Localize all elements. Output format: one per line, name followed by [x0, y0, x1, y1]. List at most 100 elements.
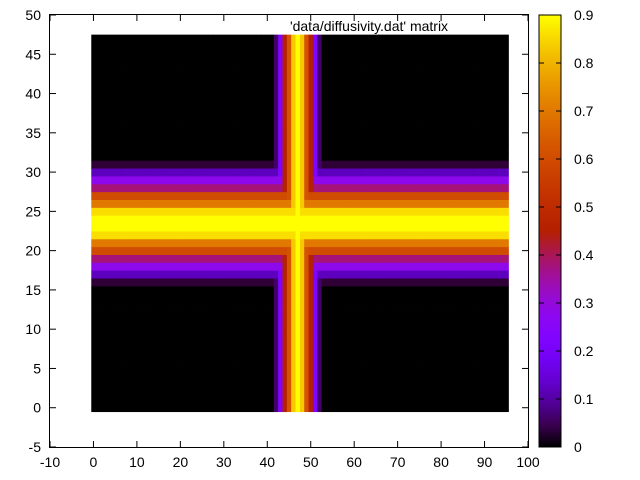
heatmap-cell	[282, 293, 288, 303]
heatmap-cell	[430, 152, 435, 161]
heatmap-cell	[334, 34, 340, 43]
heatmap-cell	[121, 97, 127, 106]
heatmap-cell	[404, 215, 409, 224]
heatmap-cell	[178, 168, 183, 177]
heatmap-cell	[265, 113, 270, 122]
heatmap-cell	[134, 348, 140, 358]
heatmap-cell	[169, 246, 175, 255]
heatmap-cell	[217, 105, 223, 114]
heatmap-cell	[212, 144, 218, 153]
heatmap-cell	[330, 191, 336, 200]
heatmap-cell	[343, 262, 349, 271]
heatmap-cell	[247, 58, 253, 67]
heatmap-cell	[334, 97, 340, 106]
heatmap-cell	[417, 136, 422, 145]
heatmap-cell	[382, 152, 388, 161]
heatmap-cell	[234, 285, 240, 295]
heatmap-cell	[256, 168, 262, 177]
heatmap-cell	[464, 199, 470, 208]
heatmap-cell	[382, 301, 388, 310]
heatmap-cell	[451, 246, 457, 255]
heatmap-cell	[382, 105, 388, 114]
heatmap-cell	[495, 380, 501, 389]
heatmap-cell	[152, 356, 157, 365]
heatmap-cell	[134, 81, 140, 91]
heatmap-cell	[182, 168, 188, 177]
heatmap-cell	[404, 380, 409, 389]
heatmap-cell	[173, 285, 179, 295]
heatmap-cell	[139, 262, 144, 271]
heatmap-cell	[113, 215, 118, 224]
heatmap-cell	[186, 66, 192, 75]
heatmap-cell	[104, 207, 110, 216]
heatmap-cell	[334, 144, 340, 153]
heatmap-cell	[156, 356, 162, 365]
heatmap-cell	[130, 388, 136, 397]
heatmap-cell	[121, 207, 127, 216]
heatmap-cell	[486, 246, 492, 255]
heatmap-cell	[334, 160, 340, 169]
heatmap-cell	[312, 66, 318, 75]
heatmap-cell	[291, 238, 296, 248]
heatmap-cell	[291, 176, 296, 185]
heatmap-cell	[117, 403, 123, 413]
heatmap-cell	[165, 388, 170, 397]
heatmap-cell	[425, 223, 431, 232]
heatmap-cell	[121, 348, 127, 358]
heatmap-cell	[317, 113, 322, 122]
heatmap-cell	[447, 89, 453, 98]
heatmap-cell	[169, 128, 175, 138]
heatmap-cell	[360, 89, 366, 98]
heatmap-cell	[478, 388, 483, 397]
heatmap-cell	[391, 176, 396, 185]
heatmap-cell	[360, 66, 366, 75]
heatmap-cell	[104, 348, 110, 358]
heatmap-cell	[121, 113, 127, 122]
heatmap-cell	[204, 89, 210, 98]
heatmap-cell	[178, 293, 183, 303]
heatmap-cell	[343, 270, 349, 279]
heatmap-cell	[491, 113, 496, 122]
heatmap-cell	[408, 372, 414, 381]
heatmap-cell	[382, 278, 388, 287]
heatmap-cell	[491, 81, 496, 91]
heatmap-cell	[234, 356, 240, 365]
heatmap-cell	[186, 191, 192, 200]
heatmap-cell	[299, 152, 305, 161]
heatmap-cell	[256, 215, 262, 224]
heatmap-cell	[395, 128, 401, 138]
heatmap-cell	[438, 364, 444, 373]
heatmap-cell	[99, 42, 105, 51]
heatmap-cell	[317, 42, 322, 51]
heatmap-cell	[469, 73, 475, 83]
heatmap-cell	[330, 270, 336, 279]
heatmap-cell	[225, 325, 231, 334]
heatmap-cell	[99, 395, 105, 405]
heatmap-cell	[191, 176, 196, 185]
heatmap-cell	[334, 199, 340, 208]
heatmap-cell	[369, 176, 375, 185]
heatmap-cell	[273, 136, 279, 145]
heatmap-cell	[408, 97, 414, 106]
heatmap-cell	[186, 168, 192, 177]
heatmap-cell	[243, 121, 249, 130]
heatmap-cell	[208, 395, 214, 405]
heatmap-cell	[113, 395, 118, 405]
heatmap-cell	[286, 81, 292, 91]
heatmap-cell	[147, 144, 153, 153]
heatmap-cell	[321, 333, 327, 342]
heatmap-cell	[295, 293, 301, 303]
heatmap-cell	[408, 246, 414, 255]
heatmap-cell	[160, 113, 166, 122]
heatmap-cell	[230, 285, 236, 295]
heatmap-cell	[186, 97, 192, 106]
heatmap-cell	[143, 34, 149, 43]
heatmap-cell	[456, 113, 462, 122]
heatmap-cell	[460, 199, 466, 208]
heatmap-cell	[404, 81, 409, 91]
heatmap-cell	[434, 160, 440, 169]
heatmap-cell	[352, 215, 357, 224]
heatmap-cell	[486, 34, 492, 43]
heatmap-cell	[464, 388, 470, 397]
heatmap-cell	[317, 58, 322, 67]
